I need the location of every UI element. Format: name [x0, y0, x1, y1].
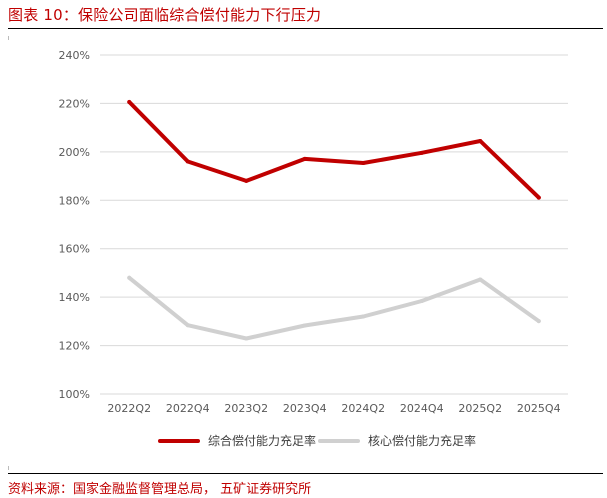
data-point	[478, 277, 483, 282]
data-point	[419, 150, 424, 155]
x-tick-label: 2024Q4	[400, 402, 444, 415]
data-point	[185, 323, 190, 328]
legend: 综合偿付能力充足率 核心偿付能力充足率	[158, 433, 476, 448]
x-tick-label: 2022Q2	[107, 402, 151, 415]
y-tick-label: 200%	[59, 146, 90, 159]
x-tick-label: 2023Q2	[224, 402, 268, 415]
data-point	[361, 314, 366, 319]
data-point	[244, 336, 249, 341]
y-tick-label: 160%	[59, 243, 90, 256]
corner-mark-top	[8, 36, 9, 40]
series-line-1	[127, 100, 541, 200]
data-point	[536, 195, 541, 200]
gridlines	[100, 54, 568, 395]
x-tick-label: 2025Q4	[517, 402, 561, 415]
data-point	[478, 138, 483, 143]
legend-label: 综合偿付能力充足率	[208, 433, 316, 448]
y-tick-label: 100%	[59, 388, 90, 401]
y-tick-label: 180%	[59, 194, 90, 207]
x-tick-label: 2023Q4	[283, 402, 327, 415]
y-tick-label: 220%	[59, 97, 90, 110]
title-divider	[8, 28, 603, 29]
x-tick-label: 2025Q2	[458, 402, 502, 415]
source-divider	[8, 473, 603, 474]
x-tick-label: 2022Q4	[166, 402, 210, 415]
x-axis: 2022Q2 2022Q4 2023Q2 2023Q4 2024Q2 2024Q4 2025…	[107, 402, 560, 415]
corner-mark-bottom	[8, 466, 9, 470]
data-point	[419, 299, 424, 304]
data-point	[302, 156, 307, 161]
line-chart: 100%120%140%160%180%200%220%240% 2022Q2 2…	[59, 49, 568, 448]
y-axis: 100% 120% 140% 160% 180% 200% 220% 240%	[59, 49, 90, 401]
data-point	[244, 178, 249, 183]
data-point	[536, 319, 541, 324]
y-tick-label: 240%	[59, 49, 90, 62]
x-tick-label: 2024Q2	[341, 402, 385, 415]
data-point	[127, 275, 132, 280]
data-point	[302, 323, 307, 328]
series-lines	[127, 99, 541, 341]
data-point	[185, 159, 190, 164]
series-line-2	[127, 275, 541, 341]
y-tick-label: 140%	[59, 291, 90, 304]
y-tick-label: 120%	[59, 340, 90, 353]
data-point	[361, 160, 366, 165]
legend-label: 核心偿付能力充足率	[368, 433, 476, 448]
data-point	[127, 99, 132, 104]
chart-title: 图表 10：保险公司面临综合偿付能力下行压力	[8, 6, 322, 24]
source-note: 资料来源：国家金融监督管理总局， 五矿证券研究所	[8, 482, 312, 497]
